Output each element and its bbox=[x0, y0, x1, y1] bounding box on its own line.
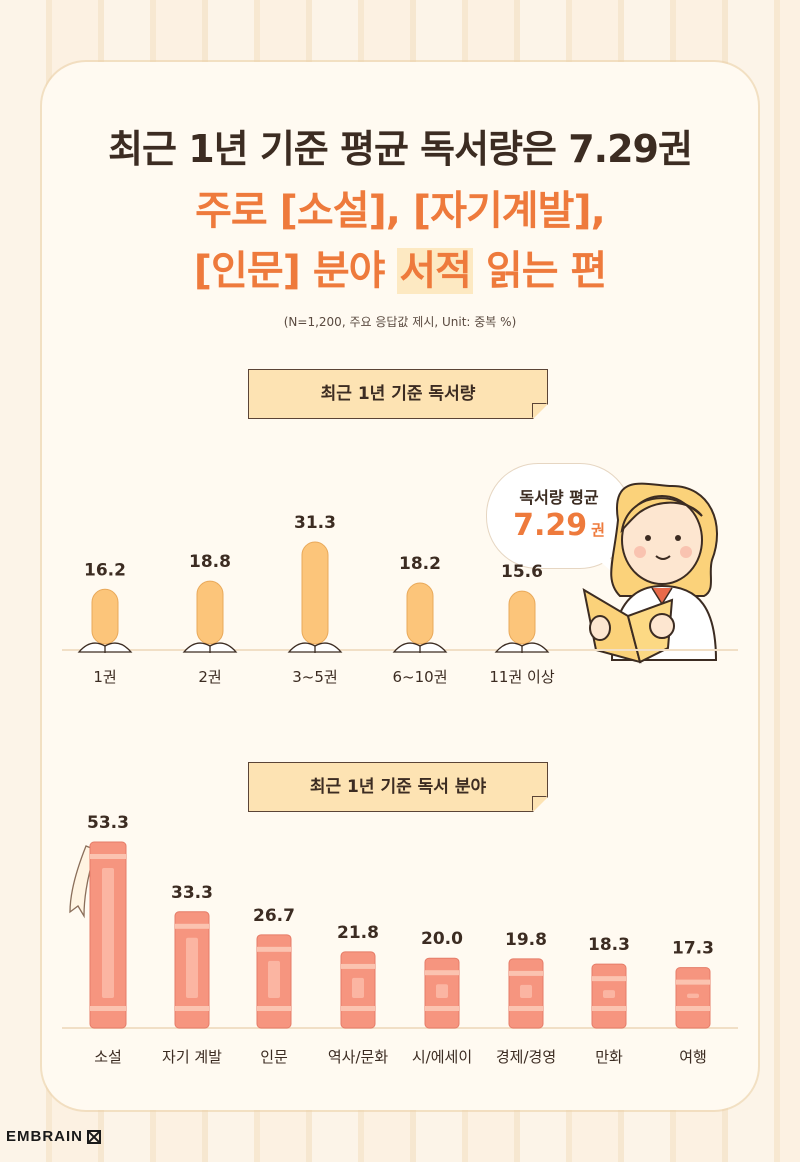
average-value: 7.29 bbox=[513, 508, 588, 543]
chart1-bar bbox=[196, 580, 224, 645]
chart1-bar bbox=[91, 588, 119, 645]
book-stripe bbox=[90, 854, 126, 859]
book-stripe bbox=[676, 979, 710, 985]
book-stripe bbox=[175, 1006, 209, 1011]
chart2-category-label: 여행 bbox=[679, 1048, 707, 1066]
chart1-category-label: 3~5권 bbox=[292, 668, 337, 686]
chart2-value-label: 18.3 bbox=[588, 935, 630, 955]
book-label-patch bbox=[603, 990, 615, 998]
chart1-title: 최근 1년 기준 독서량 bbox=[320, 384, 476, 404]
chart1-value-label: 15.6 bbox=[501, 562, 543, 582]
chart2-category-label: 자기 계발 bbox=[162, 1048, 222, 1066]
book-stripe bbox=[425, 1006, 459, 1011]
chart1-bar bbox=[508, 590, 536, 645]
chart1-category-label: 6~10권 bbox=[393, 668, 448, 686]
headline-highlight: 서적 bbox=[397, 248, 473, 294]
book-label-patch bbox=[687, 993, 699, 998]
chart2-category-label: 시/에세이 bbox=[412, 1048, 472, 1066]
chart2-value-label: 17.3 bbox=[672, 939, 714, 959]
book-label-patch bbox=[352, 977, 364, 998]
chart1-value-label: 18.8 bbox=[189, 552, 231, 572]
reading-volume-chart: 16.2 1권 18.8 2권 31.3 3~5권 18.2 6~10권 15.6 11권 이상 bbox=[62, 482, 738, 686]
reader-illustration-icon bbox=[582, 482, 718, 664]
brand-name: EMBRAIN bbox=[6, 1128, 83, 1145]
sample-note: (N=1,200, 주요 응답값 제시, Unit: 중복 %) bbox=[283, 315, 517, 329]
chart2-category-label: 만화 bbox=[595, 1048, 623, 1066]
chart1-category-label: 2권 bbox=[198, 668, 221, 686]
chart2-value-label: 21.8 bbox=[337, 923, 379, 943]
book-stripe bbox=[175, 923, 209, 929]
book-stripe bbox=[90, 1006, 126, 1011]
chart2-category-label: 소설 bbox=[94, 1048, 122, 1066]
book-label-patch bbox=[268, 960, 280, 998]
chart2-category-label: 역사/문화 bbox=[328, 1048, 388, 1066]
chart2-title: 최근 1년 기준 독서 분야 bbox=[309, 777, 487, 797]
average-value-row: 7.29 권 bbox=[487, 508, 631, 543]
chart2-value-label: 33.3 bbox=[171, 883, 213, 903]
average-speech-bubble: 독서량 평균 7.29 권 bbox=[486, 463, 632, 569]
chart2-value-label: 20.0 bbox=[421, 929, 463, 949]
book-stripe bbox=[592, 1006, 626, 1011]
book-stripe bbox=[341, 1006, 375, 1011]
headline-line-3-part-b: 읽는 편 bbox=[472, 248, 607, 294]
book-label-patch bbox=[520, 984, 532, 998]
chart1-category-label: 11권 이상 bbox=[489, 668, 554, 686]
headline-line-1: 최근 1년 기준 평균 독서량은 7.29권 bbox=[108, 127, 693, 171]
chart1-bar bbox=[406, 582, 434, 645]
book-stripe bbox=[257, 946, 291, 952]
chart1-value-label: 31.3 bbox=[294, 513, 336, 533]
embrain-logo: EMBRAIN bbox=[6, 1128, 101, 1145]
headline-line-3-part-a: [인문] 분야 bbox=[193, 248, 398, 294]
book-stripe bbox=[592, 976, 626, 982]
chart2-value-label: 53.3 bbox=[87, 813, 129, 833]
chart2-category-label: 인문 bbox=[260, 1048, 288, 1066]
book-label-patch bbox=[186, 937, 198, 998]
chart1-title-banner: 최근 1년 기준 독서량 bbox=[248, 369, 549, 420]
headline-line-2: 주로 [소설], [자기계발], bbox=[195, 188, 606, 234]
book-stripe bbox=[676, 1006, 710, 1011]
chart1-value-label: 18.2 bbox=[399, 554, 441, 574]
book-label-patch bbox=[436, 984, 448, 998]
book-stripe bbox=[509, 1006, 543, 1011]
chart2-title-banner: 최근 1년 기준 독서 분야 bbox=[248, 762, 549, 813]
book-label-patch bbox=[102, 868, 114, 998]
embrain-logo-icon bbox=[87, 1130, 101, 1144]
book-stripe bbox=[341, 963, 375, 969]
book-stripe bbox=[257, 1006, 291, 1011]
chart1-value-label: 16.2 bbox=[84, 560, 126, 580]
book-stripe bbox=[425, 970, 459, 976]
headline-line-3: [인문] 분야 서적 읽는 편 bbox=[0, 238, 800, 296]
chart2-value-label: 19.8 bbox=[505, 930, 547, 950]
average-unit: 권 bbox=[591, 521, 605, 539]
chart1-bar bbox=[301, 541, 329, 645]
chart2-category-label: 경제/경영 bbox=[496, 1048, 556, 1066]
chart2-value-label: 26.7 bbox=[253, 906, 295, 926]
book-stripe bbox=[509, 970, 543, 976]
average-label: 독서량 평균 bbox=[519, 488, 599, 507]
chart1-category-label: 1권 bbox=[93, 668, 116, 686]
